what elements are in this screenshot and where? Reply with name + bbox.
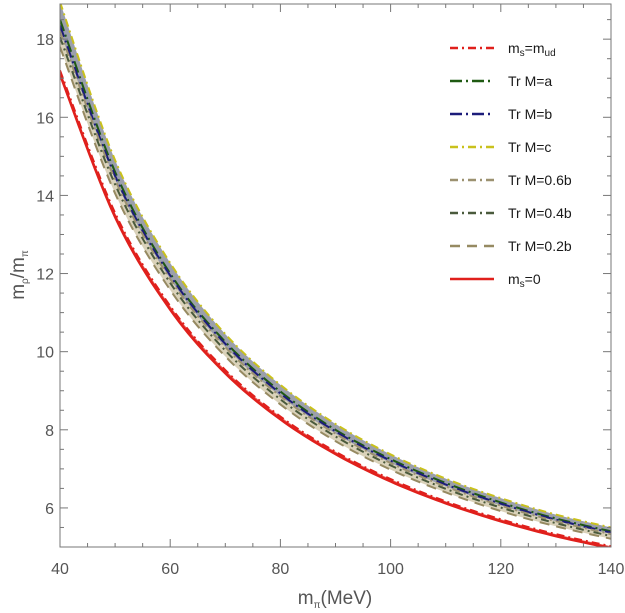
legend-label: ms=0: [508, 271, 541, 290]
legend-label: Tr M=0.6b: [508, 172, 572, 188]
legend-label: Tr M=b: [508, 106, 552, 122]
series-line-1: [60, 19, 611, 533]
y-tick-label: 18: [36, 32, 54, 49]
legend: ms=mud Tr M=a Tr M=b Tr M=c Tr M=0.6b Tr M=0.…: [450, 40, 572, 290]
y-axis-label: mρ/mπ: [8, 250, 31, 300]
series-lines: [60, 4, 611, 547]
axis-ticks: [59, 4, 612, 548]
series-line-7: [60, 73, 611, 547]
series-line-0: [60, 4, 611, 529]
y-tick-label: 14: [36, 188, 54, 205]
axis-tick-labels: 40 60 80 100 120 140 6 8 10 12 14 16 18: [36, 32, 624, 578]
x-tick-label: 100: [377, 561, 404, 578]
y-tick-label: 8: [45, 423, 54, 440]
x-tick-label: 60: [161, 561, 179, 578]
y-tick-label: 6: [45, 501, 54, 518]
y-tick-label: 16: [36, 110, 54, 127]
legend-label: Tr M=0.2b: [508, 238, 572, 254]
x-axis-label: mπ(MeV): [298, 588, 372, 611]
x-tick-label: 120: [487, 561, 514, 578]
legend-label: ms=mud: [508, 40, 556, 59]
legend-label: Tr M=c: [508, 139, 551, 155]
series-line-6: [60, 70, 611, 547]
x-tick-label: 40: [51, 561, 69, 578]
x-tick-label: 80: [272, 561, 290, 578]
series-line-5: [60, 46, 611, 540]
y-tick-label: 12: [36, 267, 54, 284]
legend-label: Tr M=0.4b: [508, 205, 572, 221]
series-line-3: [60, 31, 611, 536]
band-central: [60, 4, 611, 535]
y-tick-label: 10: [36, 345, 54, 362]
series-line-4: [60, 36, 611, 538]
x-tick-label: 140: [598, 561, 625, 578]
legend-label: Tr M=a: [508, 73, 552, 89]
